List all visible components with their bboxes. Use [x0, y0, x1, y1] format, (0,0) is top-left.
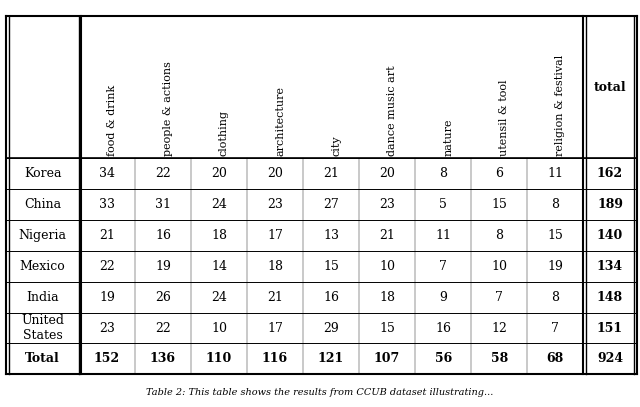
- Text: 8: 8: [551, 291, 559, 304]
- Text: 136: 136: [150, 352, 176, 365]
- Text: food & drink: food & drink: [107, 85, 117, 156]
- Text: United
States: United States: [21, 314, 64, 342]
- Text: 21: 21: [379, 229, 395, 242]
- Text: 15: 15: [379, 322, 395, 335]
- Text: dance music art: dance music art: [387, 65, 397, 156]
- Text: 22: 22: [155, 167, 171, 180]
- Text: 151: 151: [597, 322, 623, 335]
- Text: 8: 8: [551, 198, 559, 211]
- Text: architecture: architecture: [275, 86, 285, 156]
- Text: 19: 19: [547, 260, 563, 273]
- Text: 14: 14: [211, 260, 227, 273]
- Text: 10: 10: [211, 322, 227, 335]
- Text: 22: 22: [155, 322, 171, 335]
- Text: 15: 15: [323, 260, 339, 273]
- Text: 17: 17: [267, 322, 283, 335]
- Text: 7: 7: [495, 291, 503, 304]
- Text: 18: 18: [211, 229, 227, 242]
- Text: Table 2: This table shows the results from CCUB dataset illustrating...: Table 2: This table shows the results fr…: [147, 388, 493, 397]
- Text: 24: 24: [211, 291, 227, 304]
- Text: 924: 924: [597, 352, 623, 365]
- Text: 121: 121: [318, 352, 344, 365]
- Text: 33: 33: [99, 198, 115, 211]
- Text: 20: 20: [379, 167, 395, 180]
- Text: 10: 10: [491, 260, 507, 273]
- Text: 8: 8: [439, 167, 447, 180]
- Text: 23: 23: [99, 322, 115, 335]
- Text: 56: 56: [435, 352, 452, 365]
- Text: 107: 107: [374, 352, 400, 365]
- Text: 116: 116: [262, 352, 288, 365]
- Text: 6: 6: [495, 167, 503, 180]
- Text: 58: 58: [490, 352, 508, 365]
- Text: 19: 19: [155, 260, 171, 273]
- Text: 17: 17: [267, 229, 283, 242]
- Text: 9: 9: [439, 291, 447, 304]
- Text: 110: 110: [206, 352, 232, 365]
- Text: 68: 68: [547, 352, 564, 365]
- Text: 18: 18: [267, 260, 283, 273]
- Text: 10: 10: [379, 260, 395, 273]
- Text: 20: 20: [267, 167, 283, 180]
- Text: China: China: [24, 198, 61, 211]
- Text: utensil & tool: utensil & tool: [499, 79, 509, 156]
- Text: 7: 7: [439, 260, 447, 273]
- Text: total: total: [594, 81, 627, 94]
- Text: 12: 12: [492, 322, 507, 335]
- Text: 16: 16: [155, 229, 171, 242]
- Text: city: city: [331, 135, 341, 156]
- Text: 5: 5: [439, 198, 447, 211]
- Text: 23: 23: [379, 198, 395, 211]
- Text: 152: 152: [94, 352, 120, 365]
- Text: Mexico: Mexico: [20, 260, 65, 273]
- Text: 15: 15: [547, 229, 563, 242]
- Text: 31: 31: [155, 198, 171, 211]
- Text: 23: 23: [267, 198, 283, 211]
- Text: 26: 26: [155, 291, 171, 304]
- Text: 18: 18: [379, 291, 395, 304]
- Text: 24: 24: [211, 198, 227, 211]
- Text: 21: 21: [267, 291, 283, 304]
- Text: India: India: [26, 291, 59, 304]
- Text: 11: 11: [547, 167, 563, 180]
- Text: 13: 13: [323, 229, 339, 242]
- Text: 162: 162: [597, 167, 623, 180]
- Text: 19: 19: [99, 291, 115, 304]
- Text: 8: 8: [495, 229, 503, 242]
- Text: 134: 134: [597, 260, 623, 273]
- Text: 34: 34: [99, 167, 115, 180]
- Text: Korea: Korea: [24, 167, 61, 180]
- Text: 29: 29: [323, 322, 339, 335]
- Text: 27: 27: [323, 198, 339, 211]
- Text: 7: 7: [551, 322, 559, 335]
- Text: 15: 15: [492, 198, 507, 211]
- Text: Total: Total: [25, 352, 60, 365]
- Text: people & actions: people & actions: [163, 61, 173, 156]
- Text: 16: 16: [323, 291, 339, 304]
- Text: 16: 16: [435, 322, 451, 335]
- Text: religion & festival: religion & festival: [555, 55, 565, 156]
- Text: 148: 148: [597, 291, 623, 304]
- Text: nature: nature: [443, 118, 453, 156]
- Text: clothing: clothing: [219, 110, 229, 156]
- Text: Nigeria: Nigeria: [19, 229, 67, 242]
- Text: 20: 20: [211, 167, 227, 180]
- Text: 140: 140: [597, 229, 623, 242]
- Text: 21: 21: [99, 229, 115, 242]
- Text: 11: 11: [435, 229, 451, 242]
- Text: 22: 22: [99, 260, 115, 273]
- Text: 189: 189: [597, 198, 623, 211]
- Text: 21: 21: [323, 167, 339, 180]
